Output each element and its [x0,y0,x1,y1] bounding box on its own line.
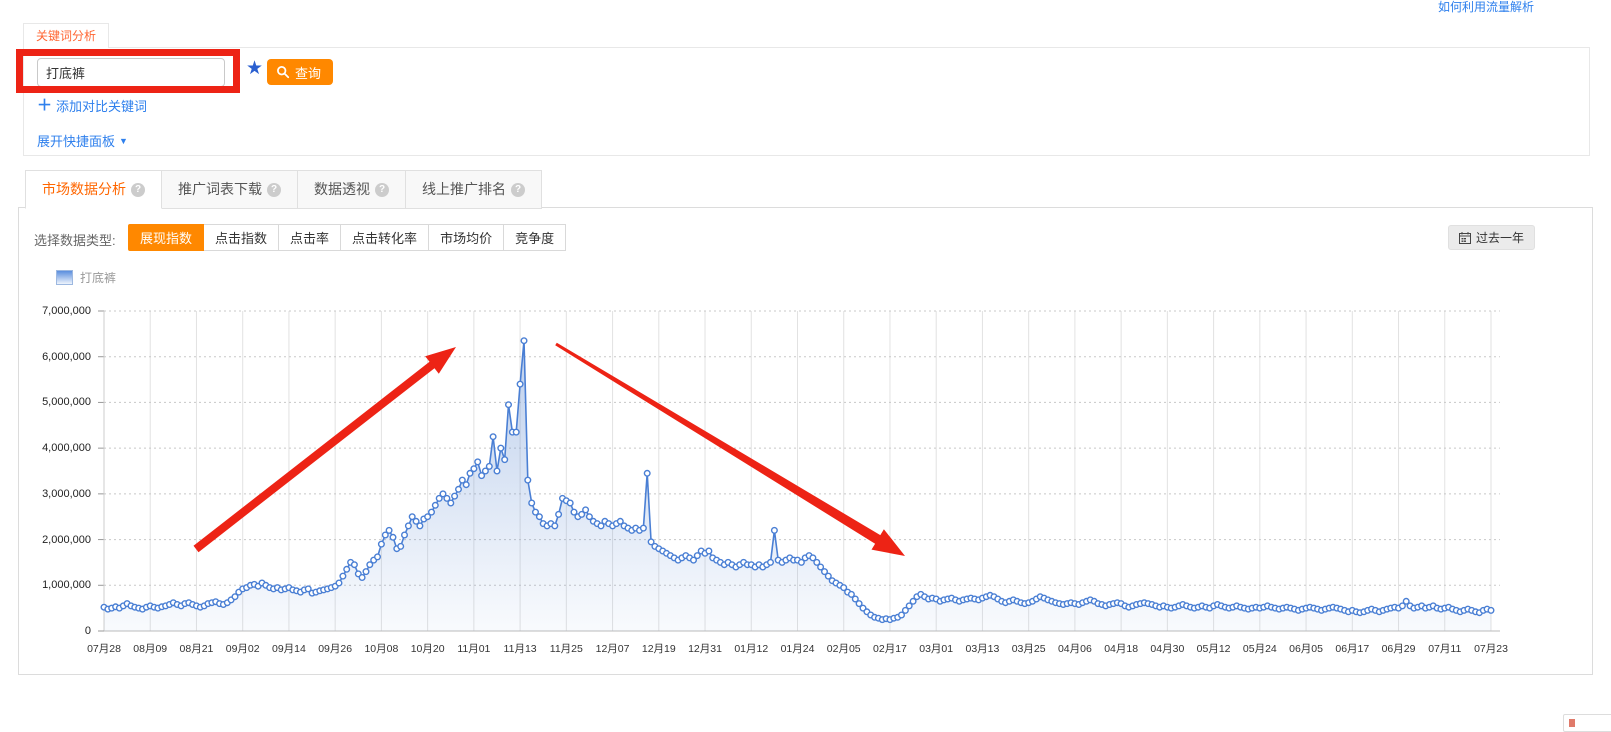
tab-label: 推广词表下载 [178,181,262,197]
x-tick-label: 06月05 [1289,643,1323,655]
date-range-label: 过去一年 [1475,231,1524,245]
x-tick-label: 11月01 [457,643,491,655]
chart-legend: 打底裤 [56,269,116,286]
x-tick-label: 01月24 [780,643,815,655]
calendar-icon [1458,231,1471,244]
x-tick-label: 05月12 [1196,643,1231,655]
x-tick-label: 09月26 [318,643,353,655]
x-tick-label: 06月29 [1381,643,1416,655]
keyword-input[interactable] [37,58,225,87]
query-button-label: 查询 [295,65,322,81]
x-tick-label: 12月07 [595,643,630,655]
x-tick-label: 03月01 [919,643,954,655]
y-tick-label: 3,000,000 [42,487,91,500]
x-tick-label: 02月05 [826,643,861,655]
tab-市场数据分析[interactable]: 市场数据分析? [25,170,162,209]
x-tick-label: 10月08 [364,643,399,655]
y-tick-label: 0 [84,625,91,637]
y-tick-label: 7,000,000 [42,305,91,317]
y-tick-label: 1,000,000 [42,579,91,592]
floating-widget[interactable] [1563,714,1611,732]
data-type-点击指数[interactable]: 点击指数 [204,224,280,251]
question-icon[interactable]: ? [375,182,389,197]
x-tick-label: 09月02 [225,643,260,655]
x-tick-label: 09月14 [271,643,306,655]
x-tick-label: 12月31 [688,643,722,655]
legend-series-label: 打底裤 [80,271,117,285]
x-tick-label: 08月21 [179,643,214,655]
traffic-analysis-help-link[interactable]: 如何利用流量解析 [1438,0,1535,14]
tab-线上推广排名[interactable]: 线上推广排名? [406,170,542,209]
x-tick-label: 03月25 [1011,643,1046,655]
data-type-点击率[interactable]: 点击率 [279,224,342,251]
legend-swatch [56,270,73,285]
tab-数据透视[interactable]: 数据透视? [298,170,406,209]
data-type-点击转化率[interactable]: 点击转化率 [341,224,430,251]
star-icon[interactable]: ★ [246,58,264,79]
x-tick-label: 11月25 [549,643,583,655]
x-tick-label: 04月30 [1150,643,1185,655]
search-icon [277,66,290,79]
x-tick-label: 04月06 [1057,643,1092,655]
question-icon[interactable]: ? [131,182,145,197]
data-type-button-group: 展现指数 点击指数 点击率 点击转化率 市场均价 竞争度 [128,224,567,251]
plus-icon: ＋ [37,97,53,114]
data-type-市场均价[interactable]: 市场均价 [429,224,505,251]
x-tick-label: 07月11 [1428,643,1462,655]
x-tick-label: 11月13 [503,643,537,655]
data-type-竞争度[interactable]: 竞争度 [504,224,567,251]
expand-quick-panel-label: 展开快捷面板 [37,134,116,149]
x-tick-label: 02月17 [873,643,907,655]
data-type-label: 选择数据类型: [34,233,116,248]
x-tick-label: 06月17 [1335,643,1370,655]
tab-推广词表下载[interactable]: 推广词表下载? [162,170,298,209]
question-icon[interactable]: ? [267,182,281,197]
x-tick-label: 04月18 [1104,643,1139,655]
date-range-button[interactable]: 过去一年 [1447,225,1535,250]
keyword-panel: ★ 查询 ＋ 添加对比关键词 展开快捷面板 ▼ [23,47,1590,156]
question-icon[interactable]: ? [511,182,525,197]
add-compare-keyword-link[interactable]: ＋ 添加对比关键词 [37,96,147,115]
x-tick-label: 05月24 [1242,643,1277,655]
analysis-tab-bar: 市场数据分析? 推广词表下载? 数据透视? 线上推广排名? [25,170,542,209]
chart-plot-area[interactable] [96,303,1506,643]
y-tick-label: 5,000,000 [42,396,91,409]
x-tick-label: 12月19 [641,643,676,655]
query-button[interactable]: 查询 [267,59,334,85]
keyword-analysis-tab[interactable]: 关键词分析 [23,23,110,48]
tab-label: 数据透视 [314,181,370,197]
tab-label: 线上推广排名 [422,181,506,197]
x-tick-label: 07月23 [1474,643,1508,655]
x-tick-label: 01月12 [734,643,769,655]
x-tick-label: 08月09 [133,643,168,655]
x-tick-label: 07月28 [87,643,121,655]
expand-quick-panel-link[interactable]: 展开快捷面板 ▼ [37,131,128,150]
market-data-panel: 选择数据类型: 展现指数 点击指数 点击率 点击转化率 市场均价 竞争度 过去一年 打底裤… [18,207,1593,675]
y-tick-label: 4,000,000 [42,442,91,455]
data-type-展现指数[interactable]: 展现指数 [128,224,205,251]
x-tick-label: 10月20 [410,643,445,655]
add-compare-keyword-label: 添加对比关键词 [56,99,148,114]
widget-icon [1569,719,1575,727]
caret-down-icon: ▼ [119,135,128,146]
y-tick-label: 2,000,000 [42,533,91,546]
x-tick-label: 03月13 [965,643,1000,655]
y-tick-label: 6,000,000 [42,350,91,363]
tab-label: 市场数据分析 [42,181,126,197]
